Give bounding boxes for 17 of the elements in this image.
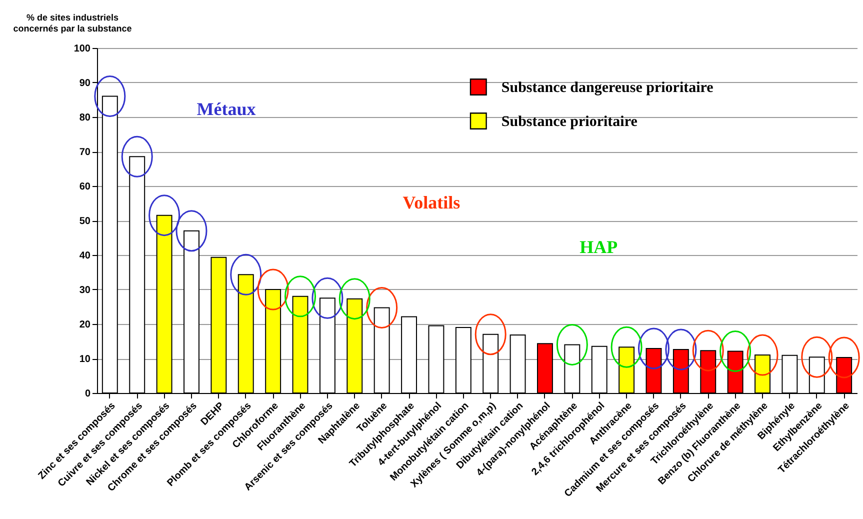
text: HAP — [580, 237, 618, 258]
y-tick-label: 0 — [84, 388, 91, 400]
y-tick-label: 20 — [79, 320, 91, 330]
y-axis-title: % de sites industriels concernés par la substance — [13, 12, 132, 34]
y-tick-label: 30 — [79, 285, 91, 296]
text: Métaux — [196, 99, 256, 120]
y-tick-label: 100 — [74, 44, 91, 54]
y-tick-label: 70 — [79, 147, 91, 158]
y-tick-label: 40 — [79, 250, 91, 262]
legend-label: Substance prioritaire — [501, 114, 638, 130]
y-tick-label: 50 — [79, 216, 91, 227]
y-tick-label: 80 — [79, 112, 91, 124]
text: Volatils — [402, 192, 460, 212]
y-tick-label: 10 — [79, 354, 91, 365]
y-tick-label: 90 — [79, 78, 91, 89]
legend-label: Substance dangereuse prioritaire — [501, 80, 714, 96]
y-tick-label: 60 — [79, 182, 91, 192]
